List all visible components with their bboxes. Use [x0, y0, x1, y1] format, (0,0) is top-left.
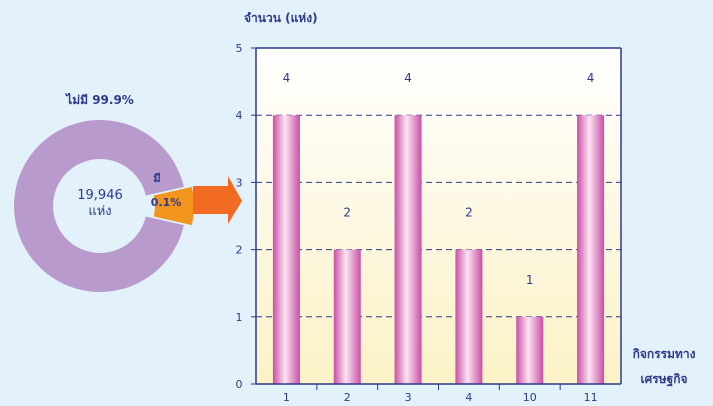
bar	[394, 115, 422, 384]
y-tick-label: 4	[236, 109, 243, 122]
y-tick-label: 1	[236, 311, 243, 324]
y-tick-labels: 0 1 2 3 4 5	[236, 42, 256, 391]
data-label: 4	[404, 71, 412, 85]
bar-chart: 0 1 2 3 4 5 1 2 3 4 10 11 4 2 4 2 1 4 จำนวน (แห่ง) กิจก…	[236, 11, 696, 404]
slice-label-none: ไม่มี 99.9%	[64, 92, 134, 107]
bar	[272, 115, 300, 384]
x-tick-label: 2	[344, 391, 351, 404]
donut-center-value: 19,946	[77, 188, 123, 203]
data-label: 4	[283, 71, 291, 85]
data-label: 2	[343, 206, 351, 220]
x-tick-label: 1	[283, 391, 290, 404]
y-tick-label: 5	[236, 42, 243, 55]
x-axis-title-line1: กิจกรรมทาง	[633, 347, 696, 361]
plot-area	[256, 48, 621, 384]
data-label: 1	[526, 273, 534, 287]
x-tick-labels: 1 2 3 4 10 11	[283, 384, 598, 404]
data-labels: 4 2 4 2 1 4	[283, 71, 595, 287]
donut-center-unit: แห่ง	[88, 204, 111, 219]
y-tick-label: 2	[236, 244, 243, 257]
pointer-arrow	[193, 176, 242, 224]
y-axis-title: จำนวน (แห่ง)	[244, 11, 318, 25]
bar	[455, 249, 483, 384]
bar	[333, 249, 361, 384]
donut-slice-none	[13, 120, 184, 292]
slice-percent-has: 0.1%	[151, 196, 182, 209]
bars	[272, 115, 605, 384]
x-axis-title-line2: เศรษฐกิจ	[641, 372, 688, 387]
y-tick-label: 3	[236, 176, 243, 189]
x-tick-label: 4	[465, 391, 472, 404]
slice-label-has: มี	[153, 172, 160, 185]
bar	[516, 316, 544, 384]
x-tick-label: 3	[405, 391, 412, 404]
x-tick-label: 11	[584, 391, 598, 404]
grid-lines	[256, 114, 621, 318]
data-label: 4	[587, 71, 595, 85]
donut-slice-has	[153, 186, 194, 226]
y-tick-label: 0	[236, 378, 243, 391]
bar	[577, 115, 605, 384]
data-label: 2	[465, 206, 473, 220]
x-tick-label: 10	[523, 391, 537, 404]
